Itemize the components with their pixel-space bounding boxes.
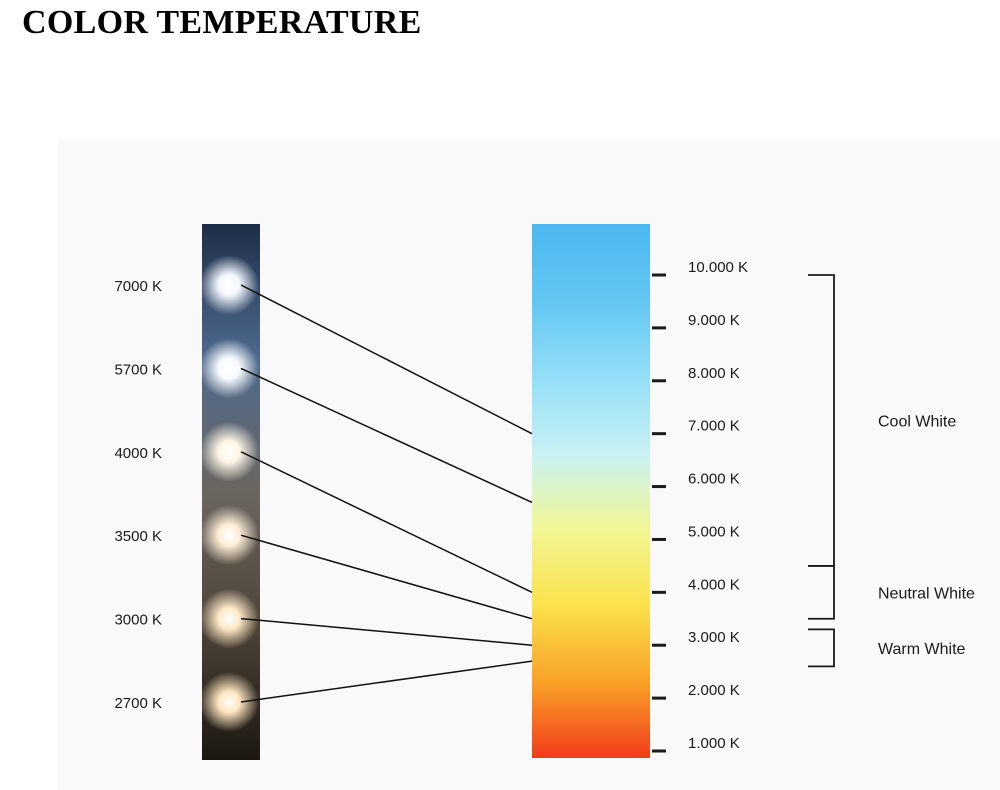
led-2700 [199,672,259,732]
neutral-white-bracket [808,564,835,620]
tick-label: 10.000 K [688,259,748,276]
cool-white-bracket [808,274,835,567]
connector-line-4000 [240,451,533,594]
led-label-5700: 5700 K [114,361,162,378]
page-title: COLOR TEMPERATURE [22,4,422,41]
warm-white-bracket [808,628,835,668]
led-label-7000: 7000 K [114,278,162,295]
connector-line-3500 [240,534,533,620]
connector-line-7000 [240,284,533,435]
temperature-gradient-bar [532,224,650,758]
led-3500 [199,505,259,566]
connector-line-2700 [240,660,533,703]
tick-label: 2.000 K [688,682,740,699]
tick-label: 1.000 K [688,735,740,752]
led-label-2700: 2700 K [114,695,162,712]
connector-line-3000 [240,617,533,646]
tick-label: 6.000 K [688,471,740,488]
tick-label: 8.000 K [688,365,740,382]
warm-white-label: Warm White [878,641,966,658]
neutral-white-label: Neutral White [878,585,975,602]
led-5700 [199,338,259,399]
led-4000 [199,421,259,482]
tick-label: 3.000 K [688,629,740,646]
tick-label: 4.000 K [688,576,740,593]
led-7000 [199,255,259,315]
led-3000 [199,588,259,649]
tick-label: 9.000 K [688,312,740,329]
led-label-3000: 3000 K [114,612,162,629]
led-label-4000: 4000 K [114,445,162,462]
tick-label: 5.000 K [688,523,740,540]
tick-label: 7.000 K [688,418,740,435]
led-label-3500: 3500 K [114,528,162,545]
connector-line-5700 [240,367,533,504]
cool-white-label: Cool White [878,413,956,430]
